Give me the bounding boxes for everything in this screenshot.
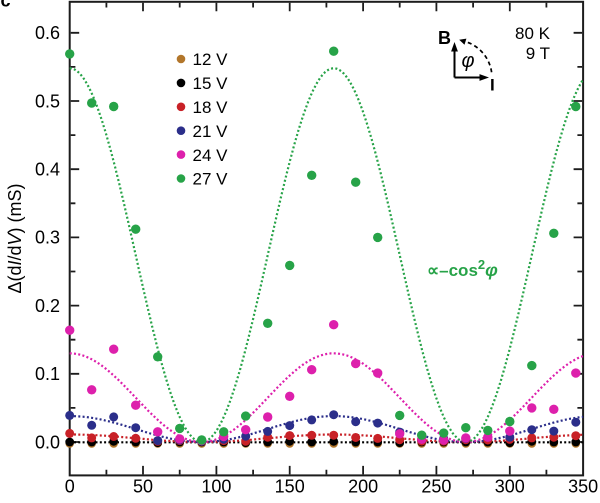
svg-text:0: 0 — [65, 477, 75, 497]
svg-text:21 V: 21 V — [193, 122, 229, 141]
svg-text:0.2: 0.2 — [35, 296, 60, 316]
svg-text:24 V: 24 V — [193, 146, 229, 165]
svg-text:B: B — [438, 28, 451, 48]
svg-text:18 V: 18 V — [193, 98, 229, 117]
svg-text:200: 200 — [348, 477, 378, 497]
svg-text:0.0: 0.0 — [35, 432, 60, 452]
svg-text:80 K: 80 K — [515, 24, 551, 43]
svg-text:50: 50 — [133, 477, 153, 497]
svg-text:100: 100 — [201, 477, 231, 497]
svg-text:0.3: 0.3 — [35, 228, 60, 248]
svg-text:250: 250 — [421, 477, 451, 497]
svg-text:0.6: 0.6 — [35, 23, 60, 43]
svg-text:0.5: 0.5 — [35, 91, 60, 111]
svg-text:27 V: 27 V — [193, 170, 229, 189]
svg-text:350: 350 — [568, 477, 598, 497]
svg-text:φ: φ — [462, 50, 475, 72]
svg-text:12 V: 12 V — [193, 50, 229, 69]
svg-text:Δ(dI/dV) (mS): Δ(dI/dV) (mS) — [5, 183, 25, 293]
svg-text:300: 300 — [495, 477, 525, 497]
svg-text:0.4: 0.4 — [35, 160, 60, 180]
svg-text:0.1: 0.1 — [35, 364, 60, 384]
svg-text:I: I — [490, 76, 495, 95]
svg-text:150: 150 — [275, 477, 305, 497]
svg-text:∝–cos2φ: ∝–cos2φ — [427, 257, 498, 280]
svg-text:9 T: 9 T — [526, 44, 550, 63]
svg-text:c: c — [1, 0, 11, 11]
svg-text:15 V: 15 V — [193, 74, 229, 93]
